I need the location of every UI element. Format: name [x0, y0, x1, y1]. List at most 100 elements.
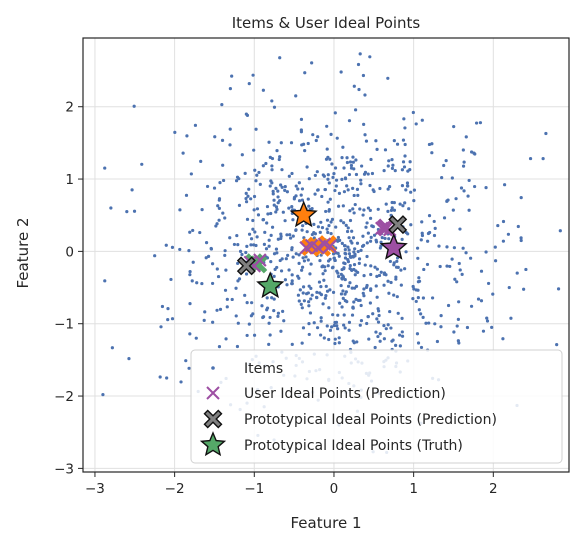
item-point — [367, 337, 371, 341]
item-point — [279, 141, 283, 145]
item-point — [228, 87, 232, 91]
item-point — [213, 135, 217, 139]
item-point — [283, 184, 287, 189]
item-point — [252, 148, 256, 152]
item-point — [297, 199, 302, 203]
y-tick-label: 1 — [65, 172, 74, 188]
item-point — [405, 181, 410, 185]
item-point — [316, 188, 320, 192]
item-point — [311, 133, 315, 137]
item-point — [299, 117, 304, 122]
item-point — [290, 205, 294, 209]
item-point — [361, 213, 365, 217]
item-point — [445, 264, 449, 268]
item-point — [289, 236, 293, 240]
item-point — [496, 223, 500, 228]
item-point — [165, 376, 169, 380]
item-point — [300, 268, 304, 272]
grid — [83, 38, 569, 472]
item-point — [555, 343, 559, 347]
item-point — [319, 285, 323, 289]
item-point — [173, 130, 177, 134]
item-point — [327, 208, 331, 212]
item-point — [326, 200, 330, 204]
item-point — [393, 169, 397, 173]
item-point — [427, 321, 431, 325]
item-point — [352, 341, 356, 345]
item-point — [400, 237, 404, 241]
item-point — [415, 332, 420, 336]
item-point — [267, 140, 271, 144]
item-point — [558, 229, 562, 233]
item-point — [414, 299, 418, 304]
item-point — [356, 193, 360, 197]
item-point — [416, 256, 420, 260]
item-point — [315, 295, 319, 300]
item-point — [238, 249, 243, 253]
item-point — [200, 207, 204, 212]
item-point — [338, 301, 342, 305]
item-point — [387, 237, 391, 241]
item-point — [334, 320, 339, 324]
item-point — [375, 317, 379, 321]
item-point — [437, 244, 441, 248]
item-point — [244, 272, 249, 276]
item-point — [245, 217, 250, 221]
item-point — [345, 160, 350, 165]
item-point — [417, 279, 422, 283]
item-point — [302, 259, 307, 263]
item-point — [313, 232, 317, 236]
item-point — [372, 233, 377, 237]
item-point — [342, 166, 346, 170]
item-point — [373, 345, 377, 350]
item-point — [375, 274, 379, 278]
item-point — [339, 292, 344, 296]
item-point — [352, 84, 356, 88]
item-point — [321, 302, 325, 306]
item-point — [252, 194, 257, 199]
item-point — [220, 103, 224, 107]
item-point — [382, 283, 386, 287]
item-point — [544, 131, 548, 136]
item-point — [261, 88, 265, 92]
item-point — [337, 341, 341, 345]
item-point — [204, 241, 209, 245]
item-point — [430, 296, 435, 300]
item-point — [467, 208, 471, 212]
item-point — [369, 235, 373, 239]
item-point — [420, 233, 425, 238]
item-point — [347, 328, 351, 332]
item-point — [460, 272, 464, 276]
item-point — [398, 344, 402, 348]
item-point — [300, 228, 304, 232]
item-point — [170, 245, 175, 250]
item-point — [268, 315, 272, 320]
item-point — [290, 282, 294, 286]
item-point — [439, 325, 443, 329]
item-point — [305, 230, 309, 234]
item-point — [299, 302, 303, 306]
item-point — [403, 142, 407, 147]
item-point — [369, 264, 373, 268]
item-point — [372, 189, 376, 194]
item-point — [368, 216, 373, 220]
item-point — [391, 163, 395, 167]
item-point — [244, 200, 249, 204]
item-point — [400, 184, 405, 188]
item-point — [265, 308, 269, 312]
item-point — [130, 188, 134, 192]
item-point — [254, 179, 258, 183]
item-point — [312, 321, 316, 325]
item-point — [390, 166, 395, 170]
item-point — [300, 198, 304, 202]
item-point — [457, 341, 461, 345]
item-point — [308, 311, 313, 315]
item-point — [354, 158, 358, 162]
item-point — [388, 309, 392, 314]
item-point — [342, 266, 346, 270]
item-point — [296, 274, 300, 278]
item-point — [340, 241, 344, 246]
item-point — [254, 127, 258, 131]
item-point — [261, 164, 265, 168]
item-point — [331, 265, 335, 269]
